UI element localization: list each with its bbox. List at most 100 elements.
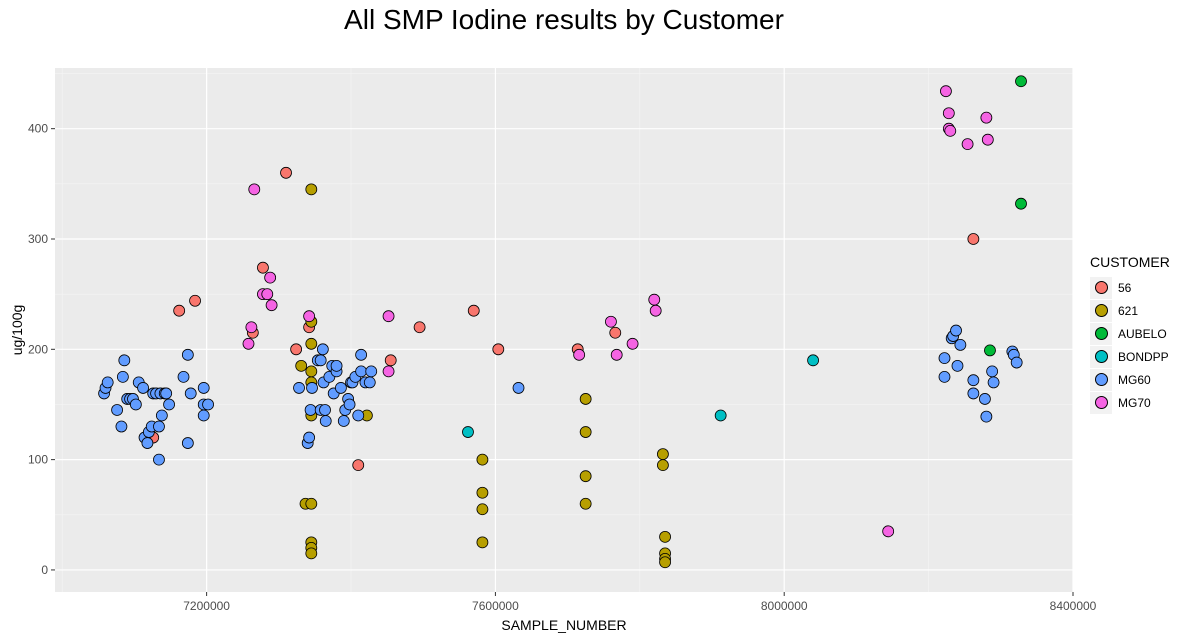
data-point-56 — [290, 343, 303, 356]
data-point-mg70 — [248, 183, 261, 196]
data-point-mg60 — [979, 393, 991, 405]
legend-swatch — [1094, 350, 1108, 363]
x-axis-title: SAMPLE_NUMBER — [501, 617, 626, 633]
data-point-621 — [305, 547, 318, 560]
data-point-mg60 — [116, 370, 129, 383]
data-point-mg60 — [950, 324, 962, 337]
legend-label: AUBELO — [1118, 326, 1167, 341]
data-point-mg60 — [306, 382, 318, 394]
y-tick-label: 200 — [28, 342, 48, 356]
data-point-mg60 — [316, 343, 329, 356]
legend-item-56: 56 — [1090, 276, 1195, 299]
data-point-mg60 — [938, 370, 951, 383]
data-point-mg70 — [610, 348, 623, 361]
x-tick-label: 7200000 — [183, 599, 230, 613]
data-point-mg60 — [177, 370, 190, 383]
data-point-mg60 — [355, 348, 368, 361]
data-point-mg60 — [954, 338, 967, 351]
data-point-mg60 — [160, 387, 173, 400]
y-tick-label: 300 — [28, 232, 48, 246]
data-point-bondpp — [807, 354, 819, 367]
data-point-mg60 — [355, 365, 368, 378]
data-point-621 — [305, 337, 318, 350]
legend-swatch — [1094, 304, 1108, 317]
legend-swatch — [1094, 281, 1108, 294]
data-point-mg70 — [265, 299, 278, 312]
legend-key — [1090, 391, 1112, 414]
data-point-mg60 — [337, 415, 350, 427]
data-point-mg60 — [365, 365, 378, 378]
data-point-mg60 — [343, 398, 356, 411]
legend-item-621: 621 — [1090, 299, 1195, 322]
legend-key — [1090, 322, 1112, 345]
y-tick-label: 400 — [28, 122, 48, 136]
legend-item-mg70: MG70 — [1090, 391, 1195, 414]
data-point-621 — [579, 497, 592, 510]
data-point-mg70 — [245, 321, 258, 334]
legend-label: BONDPP — [1118, 349, 1169, 364]
data-point-621 — [476, 536, 489, 549]
data-point-621 — [579, 393, 592, 405]
data-point-mg60 — [115, 420, 128, 433]
x-tick-label: 8400000 — [1050, 599, 1097, 613]
legend-item-bondpp: BONDPP — [1090, 345, 1195, 368]
legend-label: MG60 — [1118, 372, 1151, 387]
legend-item-aubelo: AUBELO — [1090, 322, 1195, 345]
data-point-mg60 — [980, 410, 993, 423]
data-point-56 — [967, 233, 980, 245]
data-point-mg70 — [242, 337, 255, 350]
x-tick-label: 8000000 — [761, 599, 808, 613]
data-point-mg60 — [1010, 356, 1023, 369]
data-point-mg60 — [197, 409, 210, 422]
data-point-621 — [305, 365, 318, 378]
legend: CUSTOMER 56 621 AUBELO BONDPP MG60 MG70 — [1090, 254, 1195, 414]
legend-swatch — [1094, 396, 1108, 409]
data-point-mg60 — [987, 376, 1000, 389]
data-point-56 — [173, 304, 186, 317]
data-point-mg70 — [264, 271, 277, 284]
data-point-56 — [352, 459, 365, 472]
data-point-mg60 — [153, 453, 165, 466]
data-point-mg70 — [981, 133, 994, 146]
data-point-mg60 — [319, 404, 331, 416]
data-point-mg60 — [153, 420, 165, 433]
data-point-56 — [384, 354, 397, 367]
data-point-621 — [295, 359, 308, 372]
data-point-621 — [476, 486, 489, 499]
data-point-56 — [189, 294, 201, 307]
data-point-mg70 — [382, 310, 395, 323]
chart-title: All SMP Iodine results by Customer — [344, 4, 784, 35]
data-point-mg60 — [512, 382, 525, 394]
legend-swatch — [1094, 327, 1108, 340]
data-point-mg60 — [163, 398, 175, 411]
data-point-mg60 — [202, 398, 214, 411]
y-tick-label: 0 — [41, 563, 48, 577]
data-point-621 — [579, 470, 592, 483]
data-point-mg70 — [649, 304, 662, 317]
data-point-mg60 — [293, 382, 305, 394]
data-point-mg70 — [942, 107, 955, 120]
data-point-621 — [305, 183, 318, 196]
legend-key — [1090, 276, 1112, 299]
data-point-mg70 — [605, 315, 617, 328]
data-point-mg60 — [303, 431, 316, 444]
legend-key — [1090, 345, 1112, 368]
legend-swatch — [1094, 373, 1108, 386]
legend-label: MG70 — [1118, 395, 1151, 410]
data-point-56 — [609, 326, 622, 339]
data-point-mg60 — [197, 382, 210, 394]
data-point-aubelo — [1015, 75, 1027, 88]
data-point-aubelo — [1015, 197, 1027, 210]
data-point-621 — [476, 453, 489, 466]
data-point-mg70 — [648, 293, 661, 306]
data-point-mg60 — [155, 409, 168, 422]
data-point-mg60 — [101, 376, 114, 389]
data-point-56 — [413, 321, 426, 334]
data-point-mg70 — [944, 124, 957, 137]
legend-item-mg60: MG60 — [1090, 368, 1195, 391]
data-point-aubelo — [984, 344, 996, 357]
data-point-mg70 — [980, 111, 993, 124]
data-point-mg60 — [967, 374, 980, 387]
data-point-621 — [305, 497, 318, 510]
